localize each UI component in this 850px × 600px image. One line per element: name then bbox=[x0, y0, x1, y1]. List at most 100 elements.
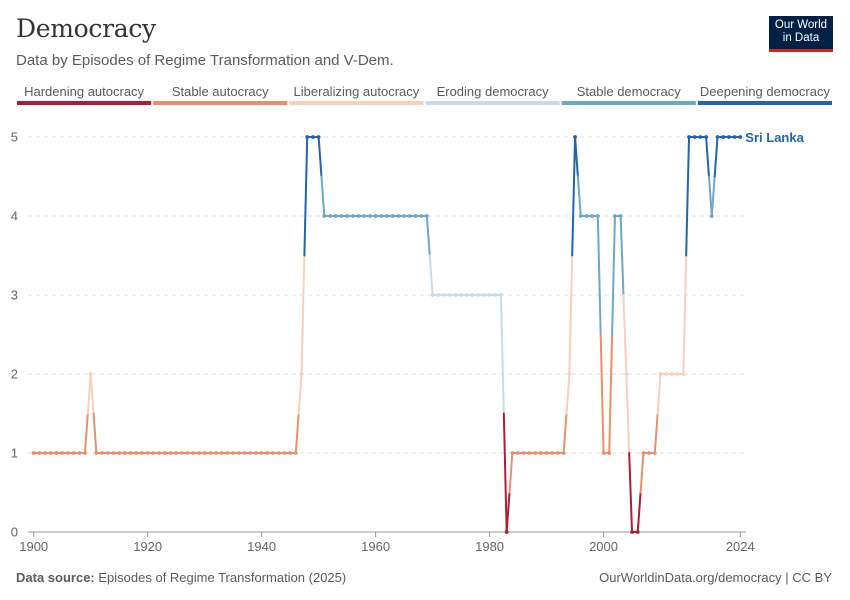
data-point[interactable] bbox=[704, 135, 709, 139]
data-point[interactable] bbox=[442, 293, 446, 297]
data-point[interactable] bbox=[122, 451, 127, 455]
data-point[interactable] bbox=[430, 293, 435, 297]
data-point[interactable] bbox=[402, 214, 406, 218]
data-point[interactable] bbox=[368, 214, 372, 218]
data-point[interactable] bbox=[31, 451, 36, 455]
data-point[interactable] bbox=[658, 372, 663, 376]
data-point[interactable] bbox=[487, 293, 492, 297]
data-point[interactable] bbox=[675, 372, 680, 376]
data-point[interactable] bbox=[630, 530, 634, 534]
data-point[interactable] bbox=[311, 135, 315, 139]
data-point[interactable] bbox=[179, 451, 184, 455]
data-point[interactable] bbox=[197, 451, 201, 455]
data-point[interactable] bbox=[578, 214, 583, 218]
data-point[interactable] bbox=[48, 451, 53, 455]
data-point[interactable] bbox=[692, 135, 697, 139]
data-point[interactable] bbox=[265, 451, 270, 455]
data-point[interactable] bbox=[521, 451, 526, 455]
data-point[interactable] bbox=[396, 214, 401, 218]
data-point[interactable] bbox=[698, 135, 703, 139]
data-point[interactable] bbox=[595, 214, 600, 218]
data-point[interactable] bbox=[590, 214, 595, 218]
data-point[interactable] bbox=[191, 451, 196, 455]
data-point[interactable] bbox=[635, 530, 640, 534]
data-point[interactable] bbox=[499, 293, 503, 297]
legend-label-0[interactable]: Hardening autocracy bbox=[24, 84, 144, 99]
data-point[interactable] bbox=[168, 451, 173, 455]
data-point[interactable] bbox=[493, 293, 498, 297]
data-point[interactable] bbox=[322, 214, 327, 218]
data-point[interactable] bbox=[236, 451, 241, 455]
data-point[interactable] bbox=[259, 451, 264, 455]
data-point[interactable] bbox=[573, 135, 577, 139]
data-point[interactable] bbox=[533, 451, 538, 455]
data-point[interactable] bbox=[436, 293, 441, 297]
data-point[interactable] bbox=[299, 372, 304, 376]
data-point[interactable] bbox=[453, 293, 458, 297]
legend-label-4[interactable]: Stable democracy bbox=[577, 84, 682, 99]
data-point[interactable] bbox=[71, 451, 76, 455]
data-point[interactable] bbox=[316, 135, 321, 139]
data-point[interactable] bbox=[647, 451, 652, 455]
data-point[interactable] bbox=[288, 451, 293, 455]
data-point[interactable] bbox=[345, 214, 350, 218]
data-point[interactable] bbox=[333, 214, 338, 218]
data-point[interactable] bbox=[282, 451, 287, 455]
data-point[interactable] bbox=[652, 451, 657, 455]
data-point[interactable] bbox=[424, 214, 429, 218]
data-point[interactable] bbox=[293, 451, 298, 455]
data-point[interactable] bbox=[202, 451, 207, 455]
data-point[interactable] bbox=[77, 451, 82, 455]
data-point[interactable] bbox=[339, 214, 344, 218]
data-point[interactable] bbox=[105, 451, 110, 455]
owid-logo[interactable]: Our World in Data bbox=[769, 16, 833, 52]
data-point[interactable] bbox=[670, 372, 674, 376]
data-point[interactable] bbox=[111, 451, 116, 455]
data-point[interactable] bbox=[271, 451, 275, 455]
data-point[interactable] bbox=[516, 451, 520, 455]
data-point[interactable] bbox=[510, 451, 515, 455]
data-point[interactable] bbox=[544, 451, 549, 455]
data-point[interactable] bbox=[687, 135, 691, 139]
footer-link[interactable]: OurWorldinData.org/democracy | CC BY bbox=[599, 570, 832, 585]
data-point[interactable] bbox=[174, 451, 179, 455]
data-point[interactable] bbox=[83, 451, 87, 455]
data-point[interactable] bbox=[88, 372, 93, 376]
data-point[interactable] bbox=[117, 451, 122, 455]
data-point[interactable] bbox=[538, 451, 543, 455]
data-point[interactable] bbox=[134, 451, 139, 455]
data-point[interactable] bbox=[328, 214, 332, 218]
data-point[interactable] bbox=[356, 214, 361, 218]
data-point[interactable] bbox=[43, 451, 47, 455]
data-point[interactable] bbox=[624, 372, 629, 376]
data-point[interactable] bbox=[607, 451, 612, 455]
legend-label-2[interactable]: Liberalizing autocracy bbox=[294, 84, 420, 99]
data-point[interactable] bbox=[362, 214, 367, 218]
data-point[interactable] bbox=[618, 214, 623, 218]
data-point[interactable] bbox=[664, 372, 669, 376]
data-point[interactable] bbox=[208, 451, 213, 455]
data-point[interactable] bbox=[641, 451, 646, 455]
data-point[interactable] bbox=[219, 451, 224, 455]
data-point[interactable] bbox=[151, 451, 156, 455]
data-point[interactable] bbox=[613, 214, 617, 218]
data-point[interactable] bbox=[738, 135, 743, 139]
data-point[interactable] bbox=[470, 293, 475, 297]
data-point[interactable] bbox=[561, 451, 566, 455]
data-point[interactable] bbox=[459, 293, 463, 297]
data-point[interactable] bbox=[54, 451, 59, 455]
data-point[interactable] bbox=[254, 451, 258, 455]
data-point[interactable] bbox=[550, 451, 555, 455]
data-point[interactable] bbox=[214, 451, 218, 455]
data-point[interactable] bbox=[567, 372, 572, 376]
data-point[interactable] bbox=[727, 135, 731, 139]
data-point[interactable] bbox=[65, 451, 70, 455]
data-point[interactable] bbox=[413, 214, 418, 218]
data-point[interactable] bbox=[305, 135, 310, 139]
data-point[interactable] bbox=[140, 451, 144, 455]
data-point[interactable] bbox=[379, 214, 384, 218]
data-point[interactable] bbox=[373, 214, 378, 218]
data-point[interactable] bbox=[242, 451, 247, 455]
data-point[interactable] bbox=[527, 451, 532, 455]
data-point[interactable] bbox=[37, 451, 42, 455]
